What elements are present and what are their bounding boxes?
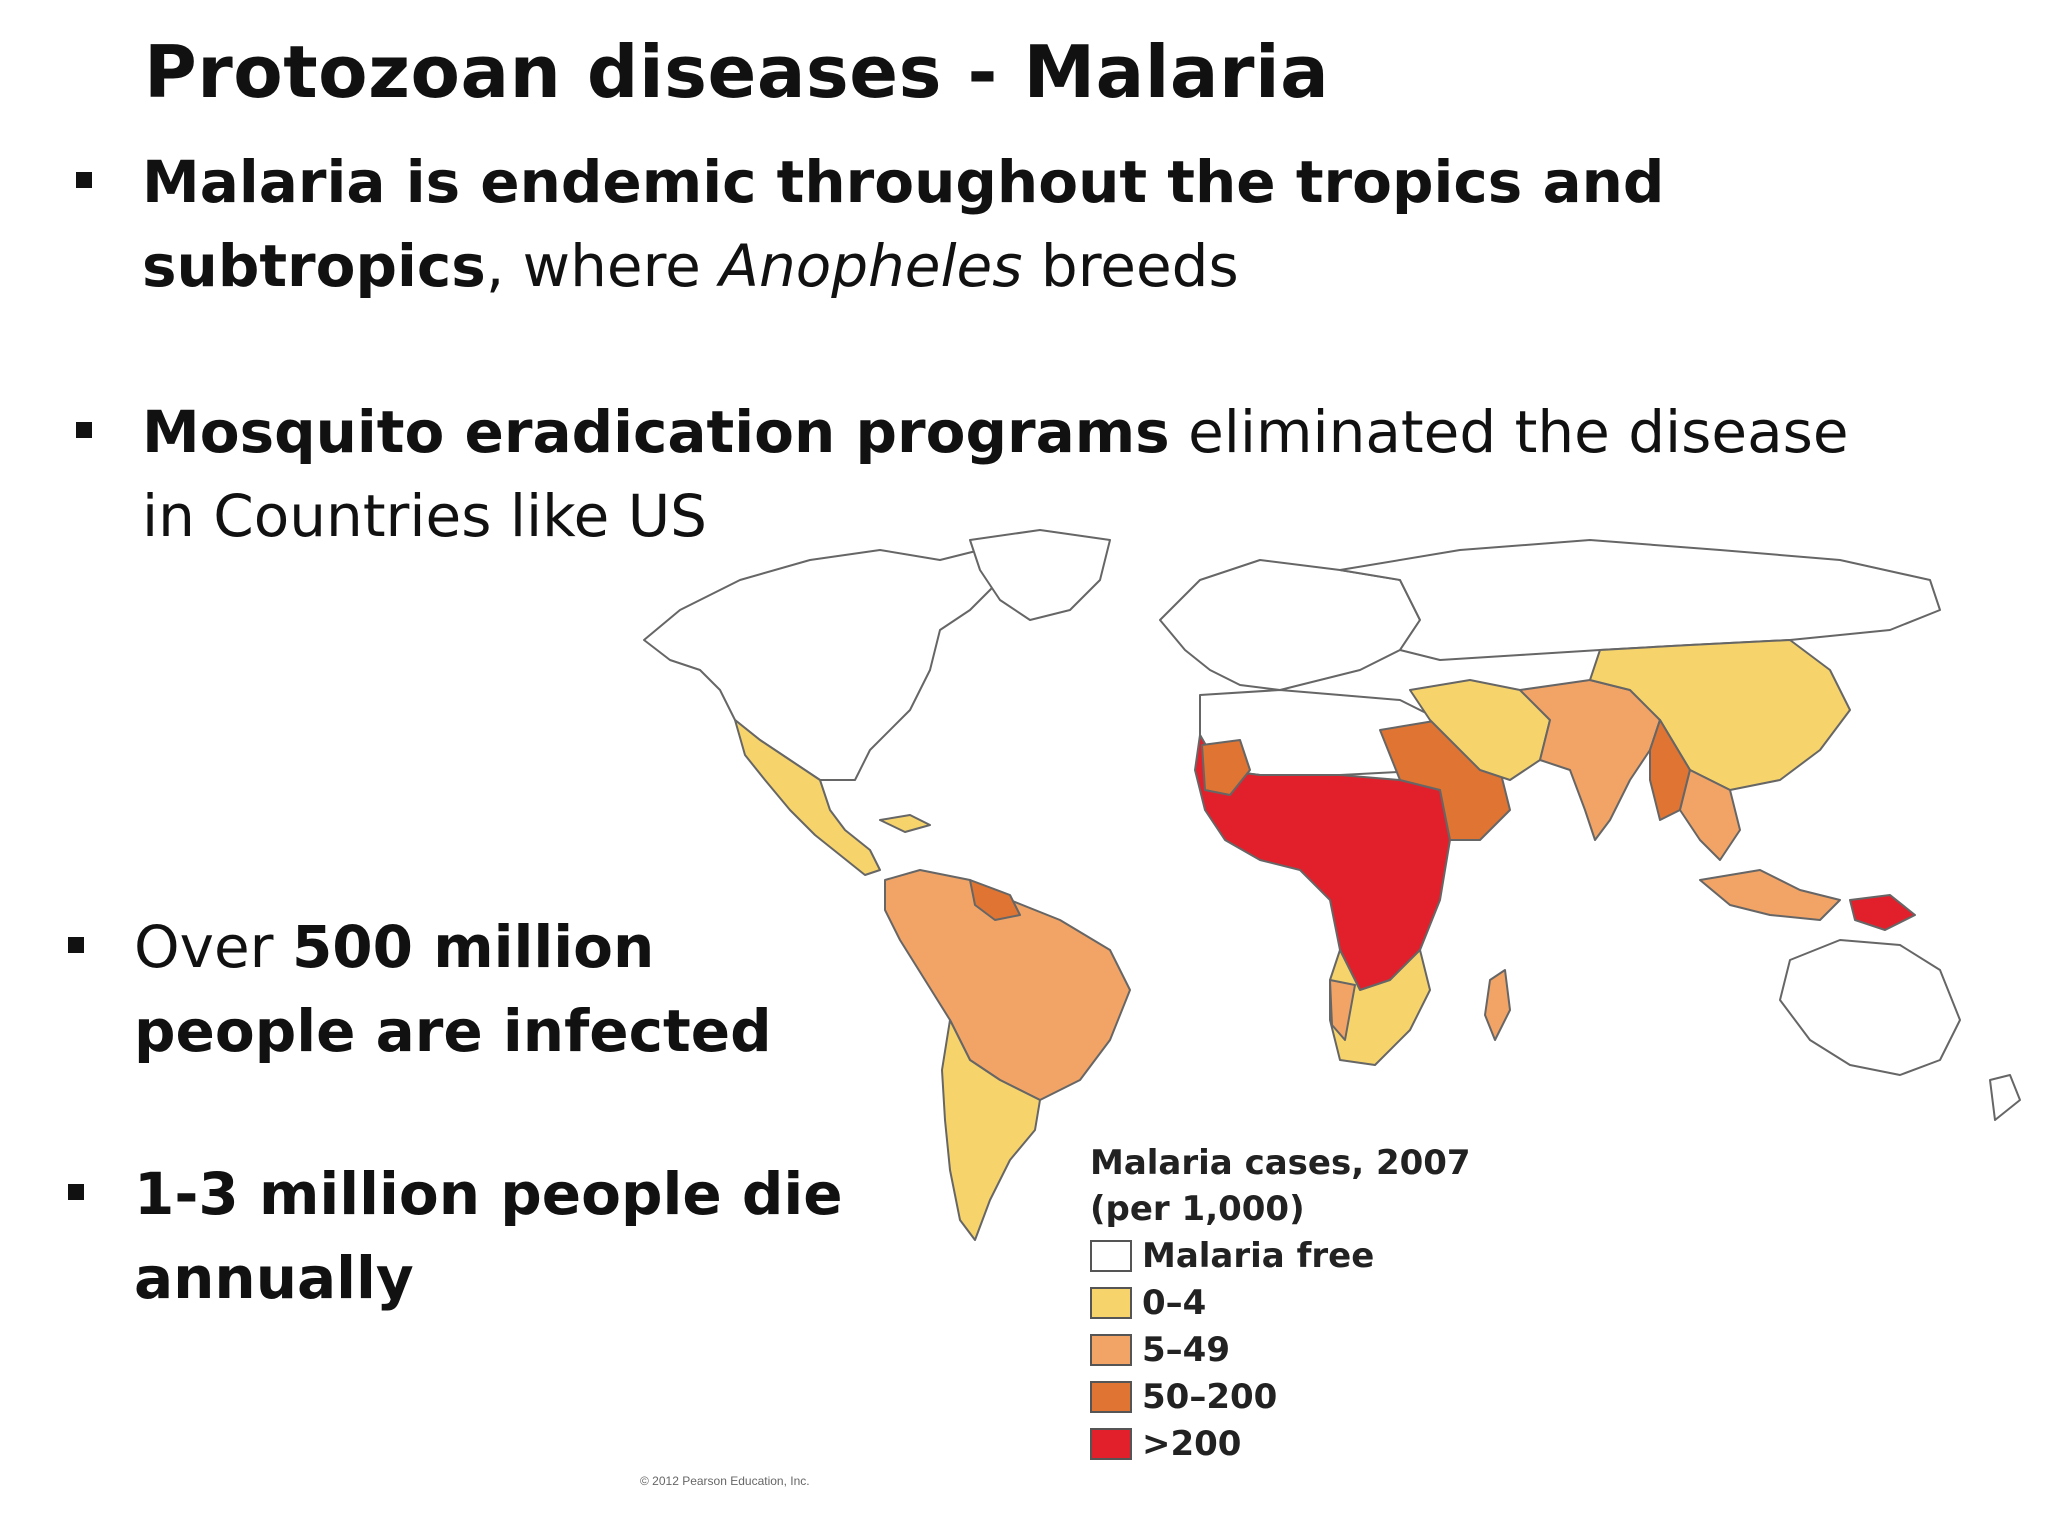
map-russia <box>1339 539 1941 661</box>
legend-item: >200 <box>1090 1420 1490 1467</box>
legend-label: 0–4 <box>1142 1282 1207 1323</box>
bullet-endemic: Malaria is endemic throughout the tropic… <box>76 140 2022 308</box>
bullet-eradication-text: eliminated the disease in Countries like… <box>142 398 1849 550</box>
map-china <box>1589 639 1851 791</box>
legend-swatch <box>1090 1427 1132 1460</box>
map-south-asia <box>1519 679 1661 841</box>
copyright-text: © 2012 Pearson Education, Inc. <box>640 1474 810 1488</box>
legend-label: >200 <box>1142 1423 1242 1464</box>
bullet-endemic-text-end: breeds <box>1022 232 1239 300</box>
map-southern-africa <box>1329 949 1431 1066</box>
bullet-deaths: 1-3 million people die annually <box>68 1152 854 1320</box>
map-mexico <box>734 719 881 876</box>
legend-item: 5–49 <box>1090 1326 1490 1373</box>
map-south-america-south <box>941 1019 1041 1241</box>
bullet-eradication: Mosquito eradication programs eliminated… <box>76 390 1892 558</box>
square-bullet-icon <box>68 937 84 953</box>
bullet-infected-bold: 500 million people are infected <box>134 913 772 1065</box>
page-title: Protozoan diseases - Malaria <box>144 30 1330 114</box>
legend-swatch <box>1090 1333 1132 1366</box>
legend-label: Malaria free <box>1142 1235 1375 1276</box>
map-legend: Malaria cases, 2007 (per 1,000) Malaria … <box>1090 1140 1490 1467</box>
map-europe <box>1159 559 1421 691</box>
map-indochina <box>1679 769 1741 861</box>
map-namibia <box>1329 979 1356 1041</box>
map-west-africa-high <box>1201 739 1251 796</box>
bullet-endemic-bold: Malaria is endemic throughout the tropic… <box>142 148 1665 300</box>
map-australia <box>1779 939 1961 1076</box>
bullet-endemic-text: , where <box>485 232 720 300</box>
legend-swatch <box>1090 1286 1132 1319</box>
map-guiana <box>969 879 1021 921</box>
map-indonesia <box>1699 869 1841 921</box>
legend-swatch <box>1090 1380 1132 1413</box>
bullet-infected: Over 500 million people are infected <box>68 905 854 1073</box>
legend-item: 0–4 <box>1090 1279 1490 1326</box>
bullet-deaths-bold: 1-3 million people die annually <box>134 1160 843 1312</box>
legend-title: Malaria cases, 2007 <box>1090 1143 1471 1183</box>
square-bullet-icon <box>76 422 92 438</box>
bullet-eradication-bold: Mosquito eradication programs <box>142 398 1170 466</box>
map-north-america <box>643 549 1001 781</box>
legend-label: 5–49 <box>1142 1329 1230 1370</box>
square-bullet-icon <box>68 1184 84 1200</box>
map-new-zealand <box>1989 1074 2021 1121</box>
world-map-icon <box>643 529 2021 1241</box>
legend-subtitle: (per 1,000) <box>1090 1189 1305 1229</box>
legend-item: 50–200 <box>1090 1373 1490 1420</box>
map-madagascar <box>1484 969 1511 1041</box>
square-bullet-icon <box>76 172 92 188</box>
legend-swatch <box>1090 1239 1132 1272</box>
bullet-infected-text: Over <box>134 913 292 981</box>
bullet-endemic-italic: Anopheles <box>719 232 1023 300</box>
map-middle-east <box>1409 679 1551 781</box>
legend-item: Malaria free <box>1090 1232 1490 1279</box>
map-papua <box>1849 894 1916 931</box>
map-greenland <box>969 529 1111 621</box>
map-caribbean <box>879 814 931 833</box>
legend-label: 50–200 <box>1142 1376 1278 1417</box>
